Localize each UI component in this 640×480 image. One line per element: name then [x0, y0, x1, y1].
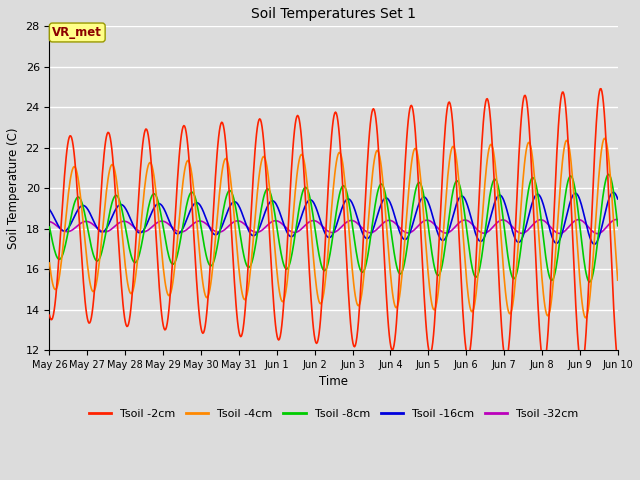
Text: VR_met: VR_met — [52, 26, 102, 39]
Title: Soil Temperatures Set 1: Soil Temperatures Set 1 — [251, 7, 416, 21]
Y-axis label: Soil Temperature (C): Soil Temperature (C) — [7, 127, 20, 249]
X-axis label: Time: Time — [319, 375, 348, 388]
Legend: Tsoil -2cm, Tsoil -4cm, Tsoil -8cm, Tsoil -16cm, Tsoil -32cm: Tsoil -2cm, Tsoil -4cm, Tsoil -8cm, Tsoi… — [84, 404, 583, 423]
